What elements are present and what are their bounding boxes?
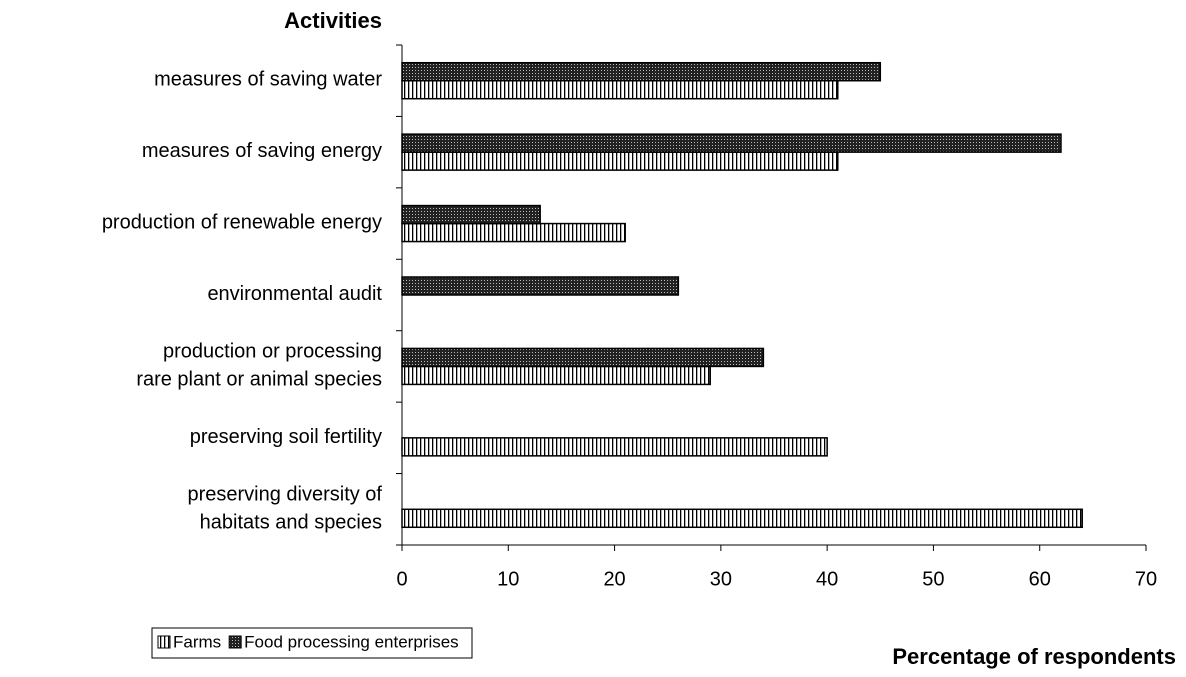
legend-swatch (157, 635, 171, 649)
bar (401, 61, 882, 82)
y-tick-label: environmental audit (207, 283, 382, 305)
bar (401, 222, 626, 243)
bar (401, 276, 680, 296)
bar (401, 133, 1062, 153)
legend-label: Farms (173, 632, 221, 651)
y-tick-label: production of renewable energy (102, 212, 382, 234)
x-axis-title: Percentage of respondents (892, 644, 1176, 669)
y-tick-label: measures of saving water (154, 69, 382, 91)
legend-label: Food processing enterprises (244, 632, 459, 651)
legend-box (151, 627, 473, 659)
x-tick-label: 40 (816, 568, 838, 590)
x-tick-label: 30 (710, 568, 732, 590)
x-tick-label: 70 (1135, 568, 1157, 590)
x-tick-label: 60 (1029, 568, 1051, 590)
x-tick-label: 10 (497, 568, 519, 590)
legend-swatch (228, 635, 242, 649)
x-tick-label: 0 (396, 568, 407, 590)
y-tick-label: preserving diversity of habitats and spec… (187, 484, 382, 534)
y-axis-title: Activities (284, 8, 382, 33)
bar (401, 151, 839, 171)
bar (401, 365, 711, 386)
bar (401, 437, 828, 457)
bar (401, 508, 1083, 529)
x-tick-label: 50 (922, 568, 944, 590)
y-tick-label: production or processing rare plant or an… (136, 341, 382, 391)
y-tick-label: measures of saving energy (142, 140, 382, 162)
bar (401, 79, 839, 100)
bar (401, 347, 765, 368)
y-tick-label: preserving soil fertility (190, 426, 382, 448)
bar (401, 204, 541, 225)
x-tick-label: 20 (603, 568, 625, 590)
